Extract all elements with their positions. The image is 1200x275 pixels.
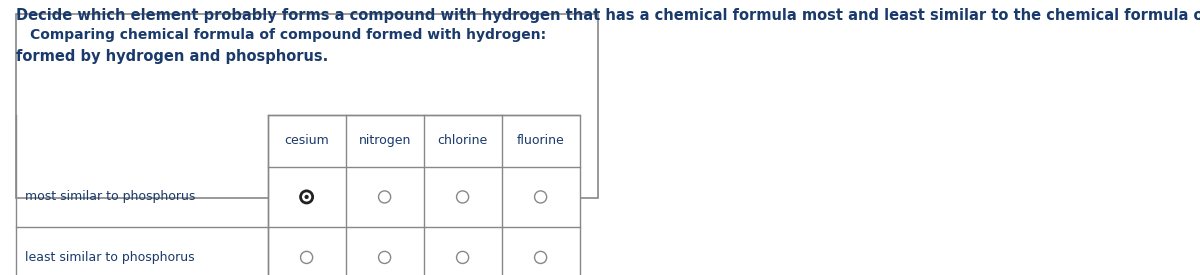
Text: chlorine: chlorine bbox=[438, 134, 487, 147]
Text: least similar to phosphorus: least similar to phosphorus bbox=[25, 251, 194, 264]
Text: Comparing chemical formula of compound formed with hydrogen:: Comparing chemical formula of compound f… bbox=[30, 28, 546, 42]
Text: nitrogen: nitrogen bbox=[359, 134, 410, 147]
Ellipse shape bbox=[534, 251, 547, 263]
Ellipse shape bbox=[300, 251, 313, 263]
Text: cesium: cesium bbox=[284, 134, 329, 147]
Ellipse shape bbox=[300, 191, 313, 203]
Ellipse shape bbox=[378, 191, 391, 203]
Bar bbox=[16, 14, 598, 198]
Bar bbox=[268, 115, 580, 275]
Text: most similar to phosphorus: most similar to phosphorus bbox=[25, 190, 196, 204]
Ellipse shape bbox=[305, 195, 308, 199]
Ellipse shape bbox=[456, 191, 469, 203]
Text: fluorine: fluorine bbox=[517, 134, 564, 147]
Ellipse shape bbox=[378, 251, 391, 263]
Text: Decide which element probably forms a compound with hydrogen that has a chemical: Decide which element probably forms a co… bbox=[16, 8, 1200, 23]
Ellipse shape bbox=[456, 251, 469, 263]
Text: formed by hydrogen and phosphorus.: formed by hydrogen and phosphorus. bbox=[16, 50, 328, 65]
Ellipse shape bbox=[534, 191, 547, 203]
